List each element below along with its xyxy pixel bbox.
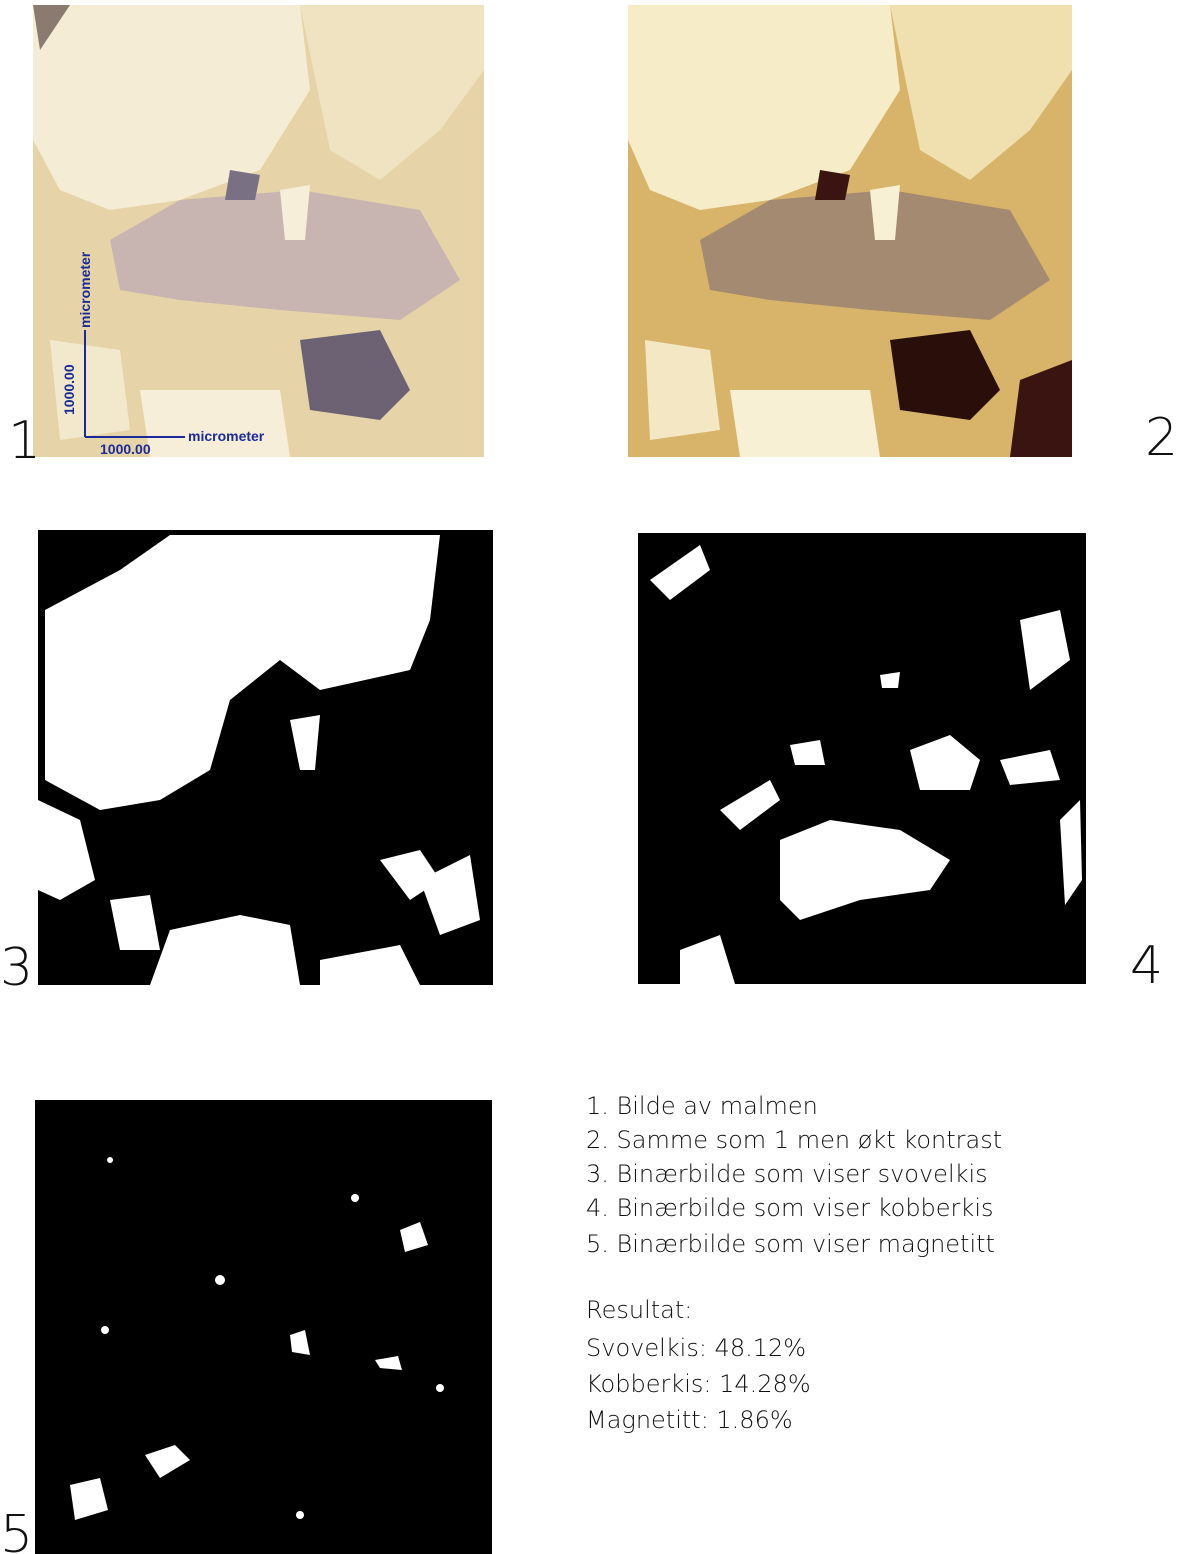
result-item: Svovelkis: 48.12%: [586, 1334, 806, 1362]
panel-number: 3: [0, 938, 33, 998]
binary-image-magnetite: [35, 1100, 492, 1554]
binary-image-chalcopyrite: [638, 533, 1086, 984]
scale-label: 1000.00: [61, 364, 77, 415]
legend-item: 4. Binærbilde som viser kobberkis: [586, 1194, 993, 1222]
result-item: Magnetitt: 1.86%: [586, 1406, 793, 1434]
scale-unit: micrometer: [188, 428, 265, 444]
panel-number: 1: [8, 411, 41, 471]
panel-number: 5: [0, 1505, 33, 1554]
panel-number: 4: [1130, 936, 1163, 996]
panel-number: 2: [1145, 408, 1178, 468]
legend-item: 5. Binærbilde som viser magnetitt: [586, 1230, 995, 1258]
binary-image-pyrite: [38, 530, 493, 985]
legend-item: 2. Samme som 1 men økt kontrast: [586, 1126, 1002, 1154]
result-item: Kobberkis: 14.28%: [586, 1370, 811, 1398]
scale-unit: micrometer: [77, 251, 93, 328]
results-title: Resultat:: [586, 1296, 692, 1324]
ore-image: 1000.00 micrometer 1000.00 micrometer: [33, 5, 484, 457]
legend-item: 1. Bilde av malmen: [586, 1092, 818, 1120]
legend-item: 3. Binærbilde som viser svovelkis: [586, 1160, 988, 1188]
contrast-image: [628, 5, 1072, 457]
scale-label: 1000.00: [100, 441, 151, 457]
